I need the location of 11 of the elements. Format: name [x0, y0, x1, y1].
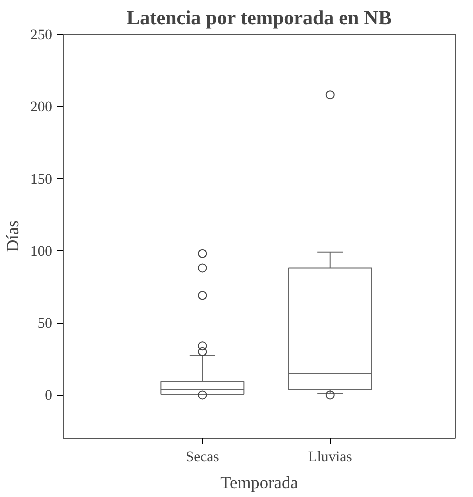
x-axis-title: Temporada — [220, 474, 299, 492]
x-tick-label: Lluvias — [308, 450, 353, 466]
y-tick-label: 250 — [30, 28, 52, 44]
y-axis-title: Días — [4, 220, 23, 252]
y-tick-label: 200 — [30, 100, 52, 116]
y-tick-label: 100 — [30, 244, 52, 260]
y-tick-label: 150 — [30, 172, 52, 188]
chart-title: Latencia por temporada en NB — [126, 8, 392, 30]
x-tick-label: Secas — [186, 450, 220, 466]
y-tick-label: 0 — [45, 388, 52, 404]
y-tick-label: 50 — [38, 316, 52, 332]
